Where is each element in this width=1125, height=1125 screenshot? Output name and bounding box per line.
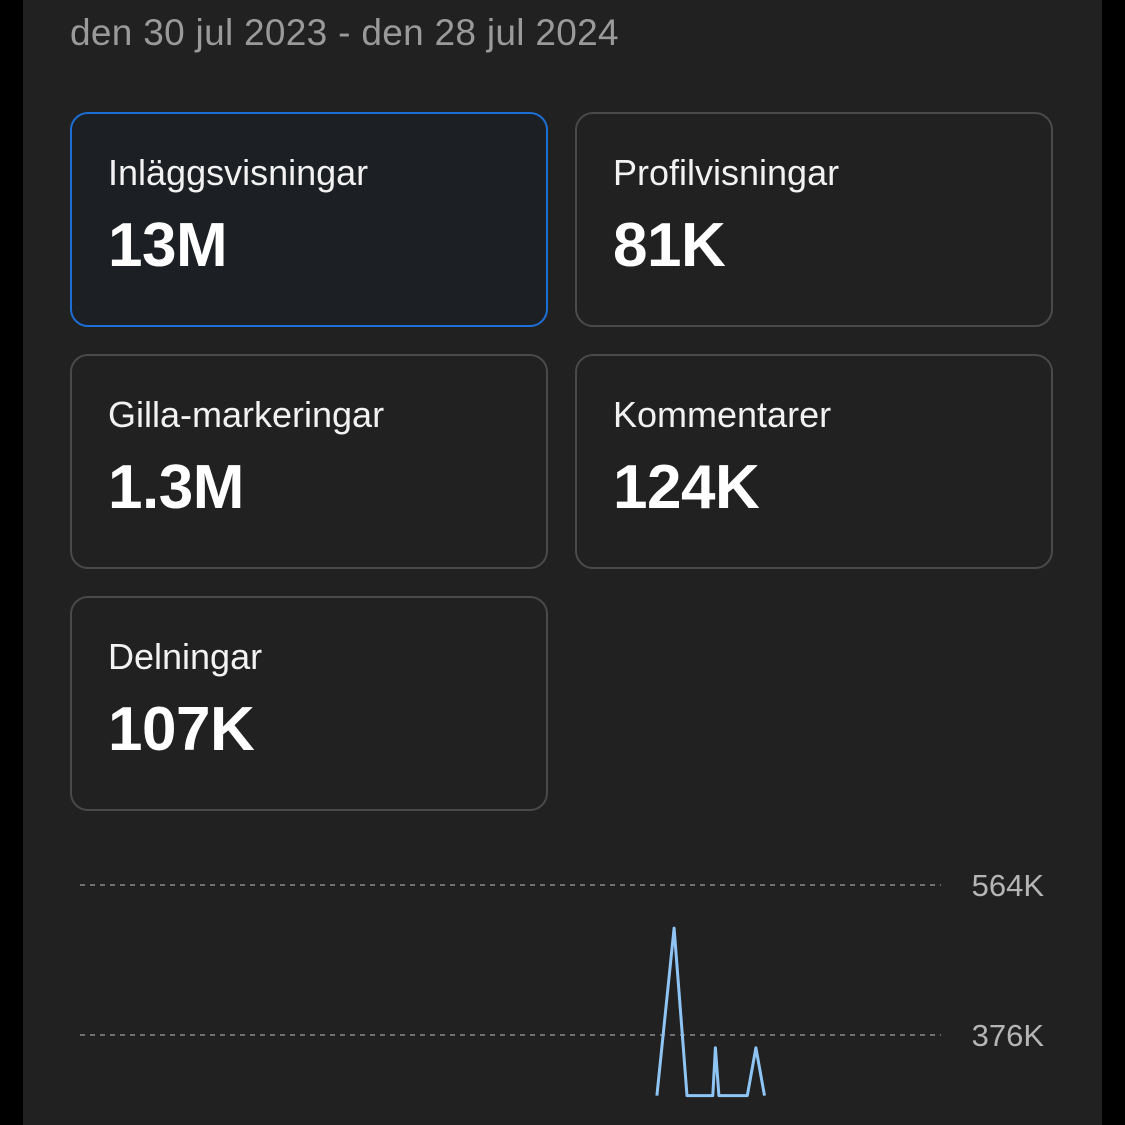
date-range-label: den 30 jul 2023 - den 28 jul 2024: [70, 12, 619, 53]
metric-card-post-views[interactable]: Inläggsvisningar 13M: [70, 112, 548, 327]
metric-label: Gilla-markeringar: [108, 394, 385, 435]
series-line: [655, 926, 766, 1098]
metric-value: 13M: [108, 211, 228, 280]
metric-value: 81K: [613, 211, 726, 280]
metric-value: 124K: [613, 453, 760, 522]
insights-panel: den 30 jul 2023 - den 28 jul 2024 Inlägg…: [23, 0, 1102, 1125]
metric-value: 1.3M: [108, 453, 244, 522]
metric-label: Delningar: [108, 636, 263, 677]
metric-card-comments[interactable]: Kommentarer 124K: [575, 354, 1053, 569]
metric-label: Kommentarer: [613, 394, 832, 435]
metric-value: 107K: [108, 695, 255, 764]
metric-card-shares[interactable]: Delningar 107K: [70, 596, 548, 811]
metric-card-profile-views[interactable]: Profilvisningar 81K: [575, 112, 1053, 327]
y-tick-label: 376K: [972, 1018, 1045, 1053]
metric-label: Profilvisningar: [613, 152, 840, 193]
metric-label: Inläggsvisningar: [108, 152, 369, 193]
y-tick-label: 564K: [972, 868, 1045, 903]
post-views-chart: 564K 376K: [80, 868, 1045, 1098]
metric-card-likes[interactable]: Gilla-markeringar 1.3M: [70, 354, 548, 569]
